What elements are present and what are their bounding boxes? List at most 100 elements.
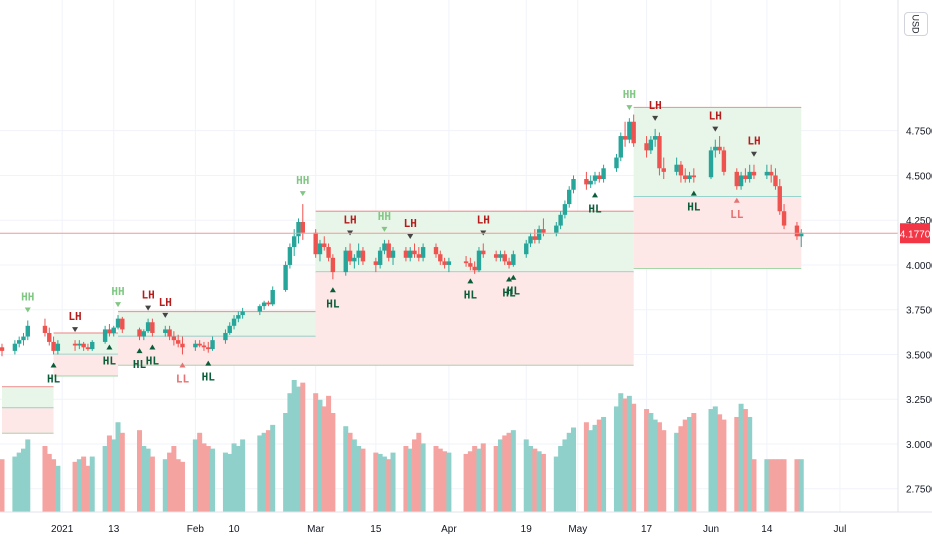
volume-bar [712,406,718,512]
candle-body [55,343,61,351]
candle-body [291,236,297,248]
red-zone [118,336,316,366]
candle-body [77,343,82,346]
volume-bar [141,446,147,512]
candle-body [163,329,168,333]
volume-bar [16,452,22,512]
pivot-label-hl: HL [133,358,147,371]
candle-body [0,347,5,351]
pivot-label-lh: LH [343,213,356,226]
volume-bar [162,459,168,512]
volume-bar [566,432,572,512]
volume-bar [416,432,422,512]
candle-body [231,318,237,326]
volume-bar [377,453,383,512]
candle-body [296,221,301,237]
pivot-arrow-up [329,287,336,293]
candle-body [223,332,228,341]
x-tick-label: May [568,524,587,535]
candle-body [193,343,198,348]
volume-bar [373,452,379,512]
pivot-arrow-up [690,190,697,196]
volume-bar [179,461,185,512]
candle-body [721,150,727,172]
candle-body [115,318,121,328]
y-tick-label: 4.7500 [906,127,932,138]
candle-body [145,322,151,332]
volume-bar [532,448,538,512]
volume-bar [55,465,61,512]
volume-bar [12,456,18,512]
volume-bar [652,419,658,512]
pivot-label-hl: HL [202,371,216,384]
volume-bar [682,419,688,512]
candle-body [25,325,30,337]
volume-bar [321,406,327,512]
candle-body [330,257,336,273]
volume-bar [648,413,654,512]
volume-bar [437,448,443,512]
candle-body [240,311,245,316]
pivot-arrow-down [652,115,659,121]
volume-bar [618,393,624,512]
volume-bar [751,459,757,512]
volume-bar [502,435,508,512]
pivot-label-ll: LL [176,372,190,385]
candle-body [171,336,177,341]
candle-body [601,168,606,180]
price-axis[interactable]: 4.7500 4.5000 4.2500 4.0000 3.7500 3.5000 3.25… [897,0,932,512]
candle-body [377,250,383,265]
candle-body [468,263,473,267]
candle-body [571,179,576,190]
volume-bar [46,453,52,512]
pivot-arrow-down [299,191,306,197]
volume-bar [536,451,542,512]
candle-body [416,254,422,258]
x-tick-label: 17 [641,524,653,535]
volume-bar [596,419,602,512]
volume-bar [794,459,800,512]
candle-body [584,179,589,185]
volume-bar [407,448,413,512]
volume-bar [781,459,787,512]
candle-body [644,143,649,151]
volume-bar [227,453,233,512]
volume-bar [210,448,216,512]
volume-bar [588,430,594,512]
volume-bar [283,413,289,512]
volume-bar [674,432,680,512]
green-zone [2,386,54,409]
volume-bar [360,448,366,512]
volume-bar [691,413,697,512]
candle-body [420,247,426,258]
volume-bar [747,416,753,512]
candle-body [498,254,503,258]
volume-bar [51,459,57,512]
candle-body [261,302,267,307]
volume-bar [235,446,241,512]
volume-bar [656,422,662,512]
pivot-label-hl: HL [588,202,602,215]
candle-body [438,254,443,262]
pivot-label-lh: LH [477,213,490,226]
last-price-label: 4.1770 [900,229,931,240]
time-axis[interactable]: 2021 13 Feb 10 Mar 15 Apr 19 May 17 Jun 14 Jul [0,511,932,550]
pivot-arrow-up [733,197,740,203]
currency-badge[interactable]: USD [904,12,928,36]
volume-bar [81,456,87,512]
volume-bar [115,422,121,512]
y-tick-label: 4.0000 [906,261,932,272]
candle-body [481,250,486,255]
candle-body [554,225,559,233]
volume-bar [313,393,319,512]
pivot-label-hl: HL [507,285,521,298]
candle-body [622,136,628,140]
volume-bar [72,461,78,512]
volume-bar [270,424,276,512]
red-zone [53,354,119,376]
volume-bar [506,432,512,512]
volume-bar [472,446,478,512]
volume-bar [330,413,336,512]
